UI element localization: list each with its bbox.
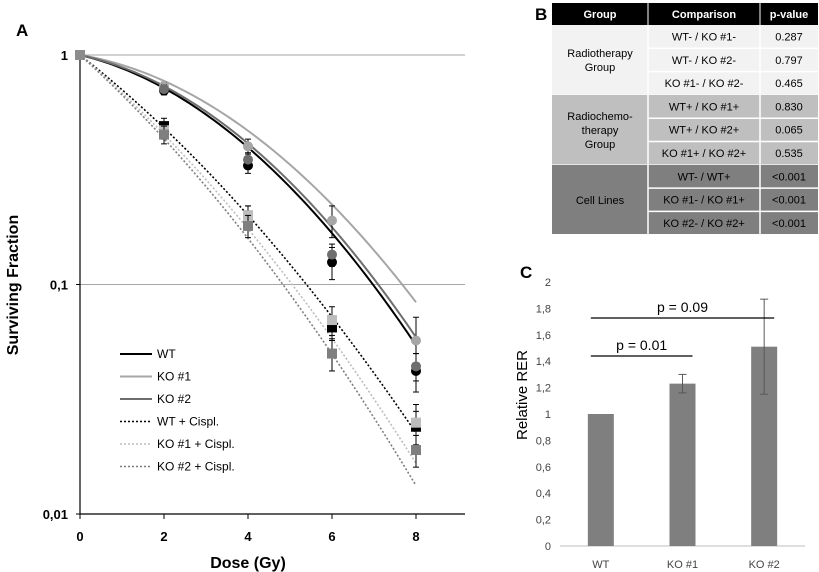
x-tick-label: 2 [160,529,167,544]
data-point [411,335,421,346]
fit-curve-5 [79,54,417,486]
table-comparison-cell: KO #2- / KO #2+ [663,218,745,230]
fit-curve-4 [79,54,417,464]
data-point [327,215,337,226]
y-tick-label: 1,8 [536,303,551,315]
data-point [411,445,421,456]
table-pvalue-cell: <0.001 [772,218,806,230]
table-pvalue-cell: <0.001 [772,195,806,207]
table-group-name: Radiochemo- [567,111,633,123]
panel-label-a: A [16,21,28,40]
data-point [243,154,253,165]
table-group-name: therapy [582,125,619,137]
y-tick-label: 0,8 [536,435,551,447]
data-point [411,361,421,372]
category-label-2: KO #2 [749,559,780,571]
table-comparison-cell: WT- / KO #1- [672,32,737,44]
y-tick-label: 1 [545,409,551,421]
table-group-bg [552,94,818,165]
data-point [159,129,169,140]
table-group-name: Cell Lines [576,195,625,207]
rer-bar-chart: 0 0,2 0,4 0,6 0,8 1 1,2 1,4 1,6 1,8 2 Relative RER W… [514,277,805,571]
table-pvalue-cell: 0.797 [775,55,803,67]
y-tick-label: 1 [61,48,68,63]
data-point [327,348,337,359]
table-comparison-cell: WT- / WT+ [678,171,731,183]
panel-label-b: B [535,5,547,24]
table-pvalue-cell: 0.287 [775,32,803,44]
data-point [411,417,421,428]
panel-label-c: C [520,263,532,282]
y-tick-label: 0 [545,541,551,553]
table-header-cell: p-value [770,9,809,21]
y-tick-label: 1,2 [536,383,551,395]
table-comparison-cell: KO #1- / KO #2- [665,78,744,90]
y-axis-label: Relative RER [514,350,531,440]
data-point [243,220,253,231]
table-comparison-cell: KO #1- / KO #1+ [663,195,745,207]
legend-label-1: KO #1 [157,370,191,384]
table-comparison-cell: KO #1+ / KO #2+ [662,148,746,160]
y-tick-label: 0,4 [536,488,551,500]
pvalue-table: Group Comparison p-value Radiotherapy Group W… [552,3,818,236]
x-axis-label: Dose (Gy) [210,555,286,572]
legend-label-4: KO #1 + Cispl. [157,437,235,451]
table-header-cell: Group [584,9,617,21]
x-tick-label: 4 [244,529,252,544]
data-point [327,315,337,326]
significance-label-0: p = 0.01 [616,337,667,353]
fit-curve-1 [79,54,417,303]
y-axis-label: Surviving Fraction [5,215,22,355]
y-tick-label: 1,6 [536,330,551,342]
table-comparison-cell: WT+ / KO #2+ [669,125,739,137]
table-group-bg [552,164,818,235]
legend-label-5: KO #2 + Cispl. [157,460,235,474]
table-group-bg [552,25,818,95]
y-tick-label: 0,6 [536,462,551,474]
data-point [243,141,253,152]
table-header-cell: Comparison [672,9,736,21]
y-tick-label: 0,1 [50,278,68,293]
bar-1 [669,383,696,546]
significance-label-1: p = 0.09 [657,299,708,315]
table-pvalue-cell: <0.001 [772,171,806,183]
category-label-1: KO #1 [667,559,698,571]
x-tick-label: 0 [76,529,83,544]
y-tick-label: 2 [545,277,551,289]
data-point [327,249,337,260]
x-tick-label: 8 [412,529,419,544]
data-point [75,50,85,60]
table-header-bg [552,3,818,25]
legend-label-0: WT [157,347,176,361]
data-point [159,84,169,95]
table-pvalue-cell: 0.465 [775,78,803,90]
table-comparison-cell: WT- / KO #2- [672,55,737,67]
table-group-name: Radiotherapy [567,48,633,60]
y-tick-label: 1,4 [536,356,551,368]
survival-chart: 1 0,1 0,01 0 2 4 6 8 Dose (Gy) Surviving Fraction… [5,48,465,572]
table-group-name: Group [585,62,616,74]
legend-label-3: WT + Cispl. [157,415,219,429]
fit-curve-0 [79,54,417,346]
table-comparison-cell: WT+ / KO #1+ [669,101,739,113]
table-pvalue-cell: 0.830 [775,101,803,113]
legend-label-2: KO #2 [157,392,191,406]
table-pvalue-cell: 0.535 [775,148,803,160]
table-group-name: Group [585,139,616,151]
x-tick-label: 6 [328,529,335,544]
category-label-0: WT [592,559,609,571]
y-tick-label: 0,01 [43,507,68,522]
table-pvalue-cell: 0.065 [775,125,803,137]
y-tick-label: 0,2 [536,515,551,527]
bar-0 [587,414,614,546]
